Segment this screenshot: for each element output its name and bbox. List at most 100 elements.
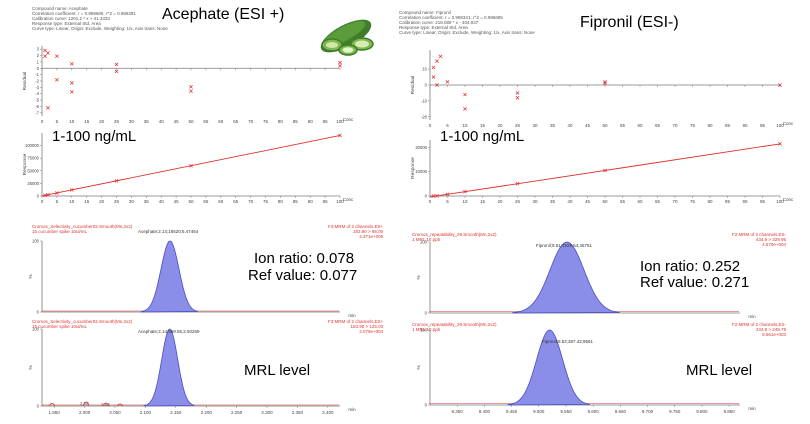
acephate-residual-y-tick-label: -4: [35, 91, 39, 96]
fipronil-residual-x-tick-label: 40: [567, 123, 573, 128]
acephate-calibration-x-tick-label: 25: [114, 199, 120, 204]
acephate-info-line: Correlation coefficient: r = 0.999685, r…: [32, 11, 136, 16]
fipronil-calibration-data-point: [603, 168, 607, 173]
acephate-residual-x-tick-label: 10: [69, 119, 75, 124]
point-stroke: [438, 54, 443, 59]
acephate-title: Acephate (ESI +): [162, 6, 285, 23]
channel-line: 183.90 > 95.00: [353, 229, 384, 234]
fipronil-calibration-y-tick-label: 20000: [415, 145, 427, 150]
channel-line: F2:MRM of 2 channels,ES-: [732, 232, 787, 237]
fipronil-calibration-x-tick-label: 75: [690, 199, 696, 204]
acephate-calibration-x-axis-label: Conc: [343, 197, 354, 202]
point-stroke: [778, 142, 782, 146]
fipronil-calibration-x-tick-label: 40: [567, 199, 573, 204]
point-stroke: [114, 178, 119, 183]
header-line: Cromos_repeatability_29.Smooth(Mn,2x2): [412, 232, 497, 237]
header-line: 15 cucumber spike 10ul/mL: [32, 229, 88, 234]
point-stroke: [189, 84, 193, 89]
acephate-residual-x-tick-label: 25: [114, 119, 120, 124]
fipronil-calibration-x-tick-label: 20: [497, 199, 503, 204]
acephate-residual-x-tick-label: 90: [308, 119, 314, 124]
chart-marks: 0 5 10 15 20 25 30 35 40 45 50 55 60 65 70 75 80 85 90 95 10…: [22, 46, 794, 415]
fipronil-calibration-x-tick-label: 0: [429, 199, 432, 204]
acephate-calibration-x-tick-label: 75: [263, 199, 269, 204]
acephate-calibration-data-point: [189, 163, 193, 168]
acephate-residual-x-tick-label: 95: [323, 119, 329, 124]
fipronil-trace-2-x-tick-label: 9.500: [533, 409, 545, 414]
acephate-trace-2-x-tick-label: 1.950: [49, 410, 61, 415]
fipronil-trace-1-x-axis-label: min: [748, 314, 756, 319]
point-stroke: [69, 188, 74, 192]
point-stroke: [338, 63, 342, 68]
fipronil-residual-x-axis-label: Conc: [783, 121, 794, 126]
channel-line: 3.079e+004: [359, 329, 384, 334]
acephate-range-label: 1-100 ng/mL: [52, 128, 137, 145]
acephate-trace-2-y-tick-label: 0: [37, 404, 40, 409]
acephate-residual-y-tick-label: -5: [35, 98, 39, 103]
acephate-calibration-x-tick-label: 65: [233, 199, 239, 204]
fipronil-info-line: Correlation coefficient: r = 0.998341, r…: [399, 15, 503, 20]
acephate-trace2-header: Cromos_Selectivity_cucumber02.Smooth(Mn,…: [32, 319, 132, 329]
acephate-small-peak-2: 2.04: [101, 402, 110, 407]
fipronil-calibration-data-point: [463, 189, 467, 194]
fipronil-compound-info: Compound name: Fipronil Correlation coef…: [399, 10, 535, 35]
acephate-calibration-y-tick-label: 50000: [27, 168, 39, 173]
fipronil-residual-data-point: [438, 54, 443, 59]
fipronil-trace-2-x-tick-label: 9.850: [723, 409, 735, 414]
fipronil-trace-2-x-tick-label: 9.700: [642, 409, 654, 414]
point-stroke: [43, 48, 47, 53]
acephate-residual-data-point: [43, 48, 47, 53]
acephate-residual-data-point: [55, 77, 59, 82]
point-stroke: [778, 83, 782, 87]
acephate-trace-1-y-tick-label: 100: [32, 239, 40, 244]
acephate-residual-data-point: [338, 60, 342, 65]
acephate-trace-1-y-axis-label: %: [28, 274, 34, 279]
fipronil-trace-2-x-tick-label: 9.450: [506, 409, 518, 414]
point-stroke: [46, 105, 50, 110]
acephate-calibration-x-tick-label: 0: [41, 199, 44, 204]
acephate-ion-ratio: Ion ratio: 0.078: [254, 250, 355, 267]
acephate-calibration-x-tick-label: 5: [56, 199, 59, 204]
fipronil-info-line: Response type: External Std, Area: [399, 25, 468, 30]
point-stroke: [69, 81, 74, 85]
point-stroke: [189, 89, 193, 94]
acephate-residual-x-tick-label: 40: [159, 119, 165, 124]
acephate-residual-x-tick-label: 50: [188, 119, 194, 124]
acephate-residual-x-tick-label: 100: [336, 119, 344, 124]
point-stroke: [431, 65, 436, 70]
fipronil-info-line: Curve type: Linear, Origin: Exclude, Wei…: [399, 30, 535, 35]
acephate-trace-2-minor-peak: [116, 403, 124, 407]
acephate-calibration-x-tick-label: 100: [336, 199, 344, 204]
point-stroke: [55, 54, 59, 59]
fipronil-residual-data-point: [445, 79, 450, 84]
fipronil-ion-ratio: Ion ratio: 0.252: [640, 258, 741, 275]
fipronil-calibration-x-tick-label: 45: [585, 199, 591, 204]
fipronil-trace2-peak-label: Fipronil;9.52;387.42;9561: [542, 339, 594, 344]
fipronil-trace-2-x-axis-label: min: [748, 406, 756, 411]
fipronil-ref-value: Ref value: 0.271: [640, 274, 750, 291]
fipronil-calibration-x-tick-label: 30: [532, 199, 538, 204]
fipronil-info-line: Calibration curve: 218.089 * x - 404.937: [399, 20, 479, 25]
acephate-calibration-x-tick-label: 50: [188, 199, 194, 204]
acephate-trace-2-minor-peak: [48, 403, 56, 407]
fipronil-calibration-x-tick-label: 95: [760, 199, 766, 204]
fipronil-residual-data-point: [778, 83, 782, 87]
acephate-residual-y-tick-label: -3: [35, 85, 39, 90]
fipronil-residual-y-tick-label: 0: [425, 83, 428, 88]
fipronil-residual-data-point: [431, 75, 436, 79]
fipronil-calibration-data-point: [431, 194, 436, 198]
fipronil-trace-2-x-tick-label: 9.350: [452, 409, 464, 414]
fipronil-residual-data-point: [463, 92, 467, 97]
acephate-calibration-x-tick-label: 30: [129, 199, 135, 204]
acephate-residual-data-point: [114, 62, 119, 67]
acephate-calibration-x-tick-label: 45: [174, 199, 180, 204]
fipronil-range-label: 1-100 ng/mL: [440, 128, 525, 145]
point-stroke: [435, 59, 439, 63]
fipronil-residual-x-tick-label: 75: [690, 123, 696, 128]
acephate-calibration-x-tick-label: 20: [99, 199, 105, 204]
fipronil-trace-1-y-axis-label: %: [416, 275, 422, 280]
acephate-residual-data-point: [43, 54, 47, 59]
point-stroke: [114, 62, 119, 67]
fipronil-residual-x-tick-label: 55: [620, 123, 626, 128]
point-stroke: [515, 91, 520, 95]
